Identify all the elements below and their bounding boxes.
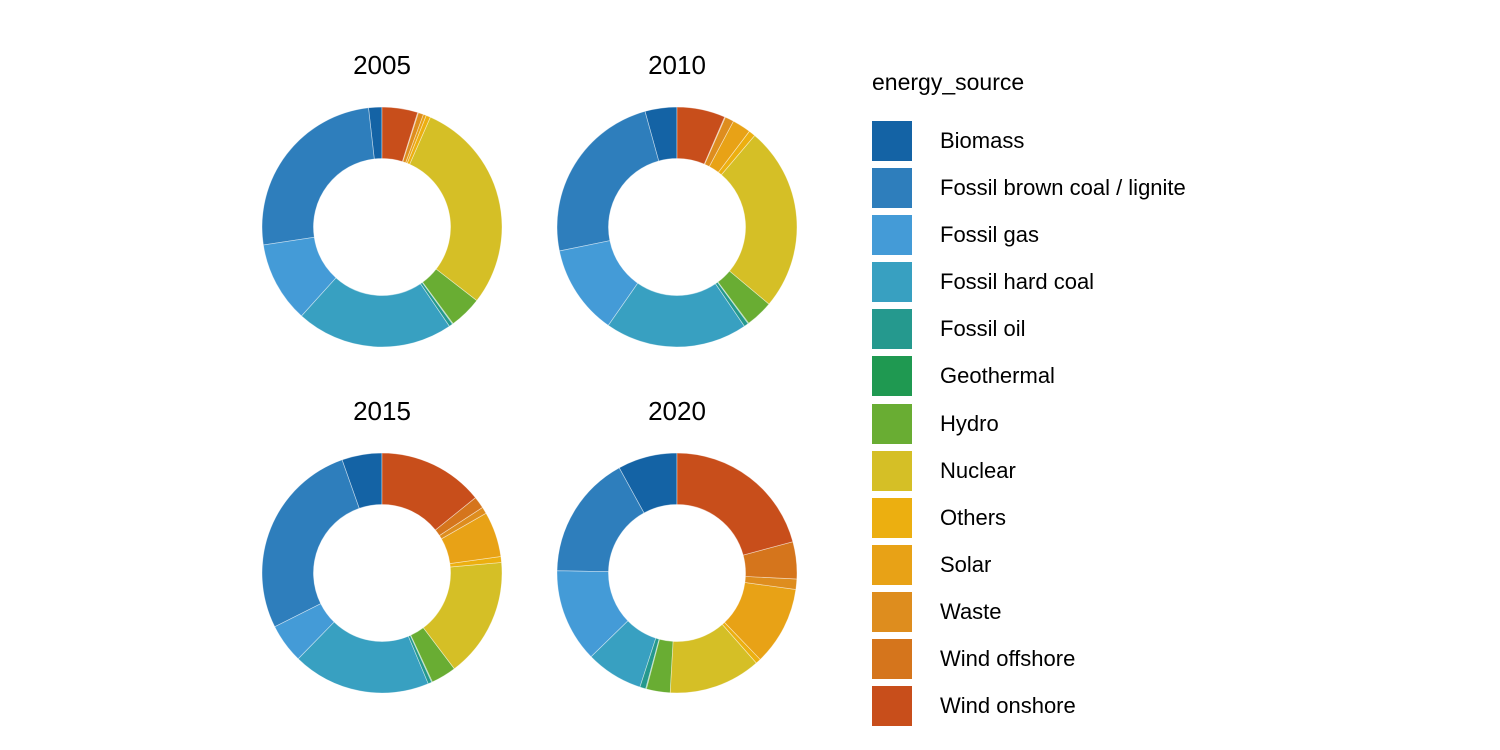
legend-title: energy_source	[872, 69, 1025, 95]
legend-label-wind-onshore: Wind onshore	[940, 693, 1076, 719]
legend-key-others	[872, 497, 912, 538]
legend-item-others: Others	[872, 497, 1186, 538]
legend-item-fossil-hard-coal: Fossil hard coal	[872, 262, 1186, 303]
legend-label-nuclear: Nuclear	[940, 457, 1016, 483]
slice-2005-nuclear	[409, 116, 503, 302]
legend-item-hydro: Hydro	[872, 403, 1186, 444]
legend-label-fossil-hard-coal: Fossil hard coal	[940, 269, 1095, 295]
legend-item-solar: Solar	[872, 544, 1186, 585]
legend-key-solar	[872, 544, 912, 585]
legend-item-nuclear: Nuclear	[872, 450, 1186, 491]
legend-key-fossil-brown-coal-lignite	[872, 168, 912, 209]
legend-label-fossil-oil: Fossil oil	[940, 316, 1026, 342]
facet-title-2010: 2010	[648, 50, 706, 80]
legend-key-nuclear	[872, 450, 912, 491]
donut-chart-2020	[556, 452, 798, 694]
legend-label-geothermal: Geothermal	[940, 363, 1055, 389]
legend-item-geothermal: Geothermal	[872, 356, 1186, 397]
legend-items: Biomass Fossil brown coal / lignite Fossil…	[872, 121, 1186, 733]
legend-label-fossil-brown-coal-lignite: Fossil brown coal / lignite	[940, 175, 1186, 201]
legend-item-fossil-gas: Fossil gas	[872, 215, 1186, 256]
legend: energy_source Biomass Fossil brown coal /…	[872, 68, 1292, 727]
legend-label-biomass: Biomass	[940, 128, 1025, 153]
legend-key-biomass	[872, 121, 912, 161]
slice-2005-fossil-brown-coal-lignite	[261, 107, 375, 246]
legend-label-hydro: Hydro	[940, 410, 999, 436]
legend-item-fossil-oil: Fossil oil	[872, 309, 1186, 350]
facet-title-2005: 2005	[353, 50, 411, 80]
legend-label-fossil-gas: Fossil gas	[940, 222, 1040, 248]
donut-chart-2015	[261, 452, 503, 694]
legend-label-solar: Solar	[940, 551, 992, 577]
legend-label-others: Others	[940, 504, 1007, 530]
slice-2020-wind-onshore	[676, 452, 794, 556]
legend-item-wind-onshore: Wind onshore	[872, 686, 1186, 727]
facet-title-2020: 2020	[648, 396, 706, 426]
legend-key-wind-onshore	[872, 686, 912, 727]
legend-key-wind-offshore	[872, 639, 912, 680]
slice-2015-fossil-brown-coal-lignite	[261, 459, 360, 628]
legend-key-waste	[872, 591, 912, 632]
slice-2010-wind-onshore	[676, 106, 726, 165]
facet-title-2015: 2015	[353, 396, 411, 426]
legend-label-wind-offshore: Wind offshore	[940, 646, 1076, 672]
legend-key-fossil-hard-coal	[872, 262, 912, 303]
slice-2010-nuclear	[720, 135, 798, 305]
legend-item-biomass: Biomass	[872, 121, 1186, 161]
legend-label-waste: Waste	[940, 598, 1002, 624]
legend-key-fossil-oil	[872, 309, 912, 350]
legend-key-geothermal	[872, 356, 912, 397]
donut-chart-2010	[556, 106, 798, 348]
legend-key-hydro	[872, 403, 912, 444]
slice-2005-wind-onshore	[381, 106, 419, 163]
legend-item-waste: Waste	[872, 591, 1186, 632]
legend-item-wind-offshore: Wind offshore	[872, 639, 1186, 680]
slice-2010-fossil-brown-coal-lignite	[556, 110, 660, 252]
donut-chart-2005	[261, 106, 503, 348]
slice-2015-wind-onshore	[381, 452, 476, 531]
legend-item-fossil-brown-coal-lignite: Fossil brown coal / lignite	[872, 168, 1186, 209]
legend-key-fossil-gas	[872, 215, 912, 256]
